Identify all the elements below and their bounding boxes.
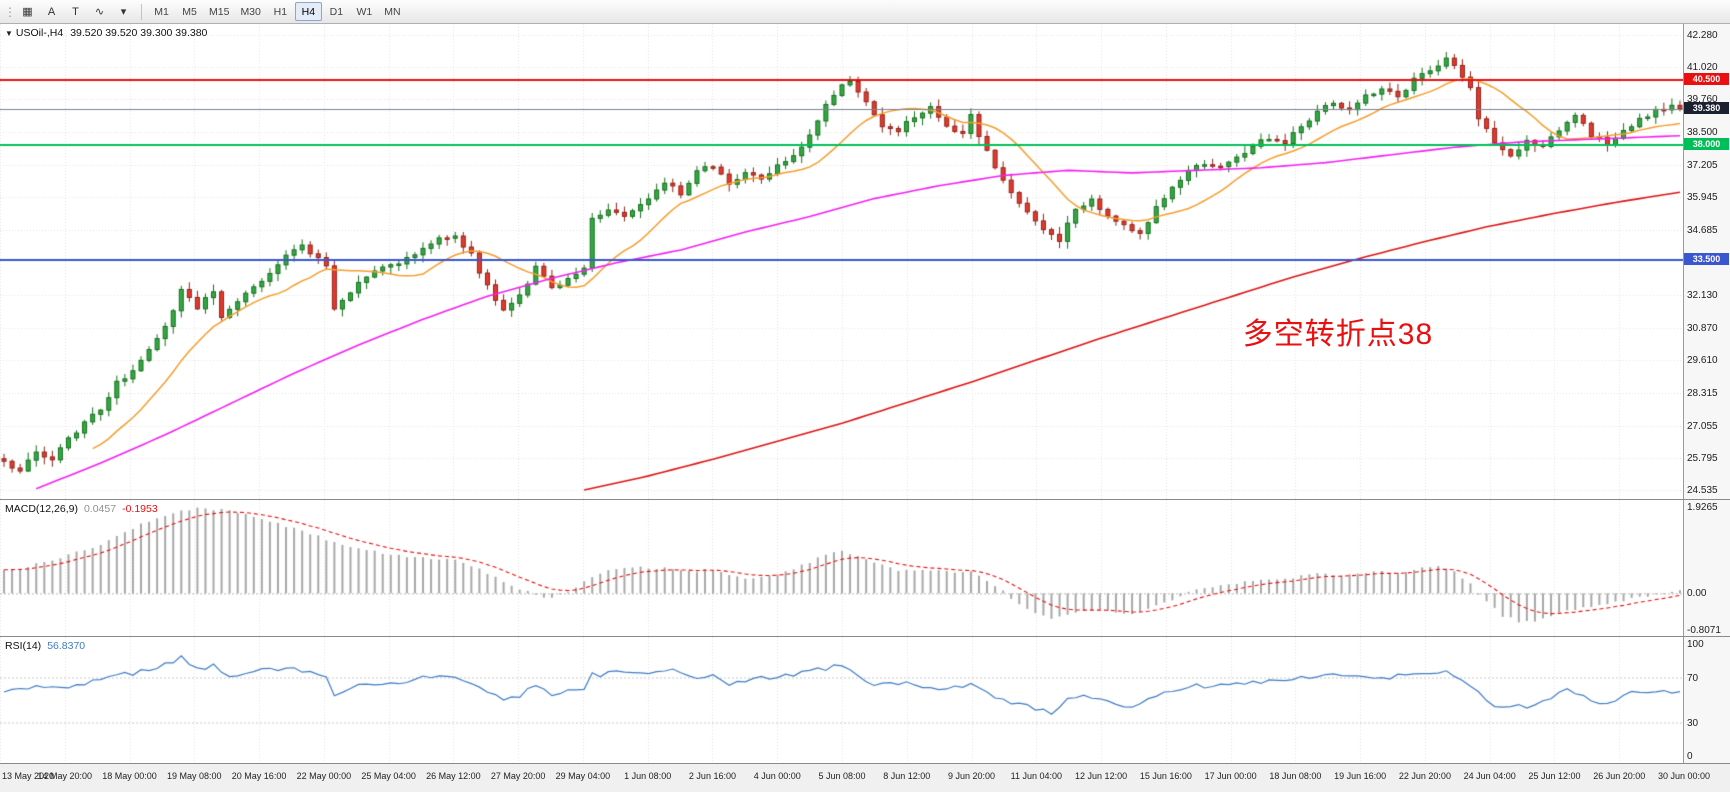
time-axis-label: 14 May 20:00 [37,771,93,781]
price-tick-label: 42.280 [1687,29,1718,41]
price-tick-label: 27.055 [1687,420,1718,432]
hline-price-badge-red: 40.500 [1684,73,1729,86]
timeframe-button-m30[interactable]: M30 [235,2,265,21]
time-axis[interactable]: 13 May 2020 14 May 20:00 18 May 00:00 19 Ma… [0,764,1730,792]
hline-price-badge-green: 38.000 [1684,137,1729,150]
price-tick-label: 32.130 [1687,290,1718,302]
time-axis-label: 27 May 20:00 [490,771,546,781]
time-axis-label: 2 Jun 16:00 [688,771,736,781]
time-axis-label: 30 Jun 00:00 [1657,771,1711,781]
price-tick-label: 28.315 [1687,388,1718,400]
macd-canvas[interactable] [0,500,1684,636]
timeframe-button-h4[interactable]: H4 [294,2,322,21]
time-axis-label: 18 May 00:00 [102,771,157,781]
macd-signal-value: -0.1953 [122,503,158,515]
timeframe-button-d1[interactable]: D1 [323,2,350,21]
time-axis-label: 29 May 04:00 [555,771,611,781]
timeframe-button-h1[interactable]: H1 [267,2,294,21]
time-axis-label: 25 Jun 12:00 [1528,771,1581,781]
time-axis-label: 9 Jun 20:00 [948,771,996,781]
time-axis-label: 8 Jun 12:00 [883,771,931,781]
macd-main-value: 0.0457 [83,503,117,515]
rsi-value: 56.8370 [47,640,86,652]
timeframe-button-mn[interactable]: MN [379,2,406,21]
price-tick-label: 39.760 [1687,94,1718,106]
time-axis-label: 13 May 2020 [2,771,55,781]
macd-label: MACD(12,26,9) [5,503,78,515]
macd-tick-label: 1.9265 [1687,501,1718,513]
price-tick-label: 34.685 [1687,224,1718,236]
macd-pane: 1.9265 0.00 -0.8071 MACD(12,26,9) 0.0457 -0.… [0,500,1730,637]
symbol-caret-icon[interactable]: ▼ [5,29,13,38]
timeframe-button-m5[interactable]: M5 [176,2,203,21]
rsi-tick-label: 100 [1687,638,1704,650]
macd-tick-label: -0.8071 [1687,624,1721,636]
price-chart-canvas[interactable] [0,24,1684,499]
rsi-canvas[interactable] [0,637,1684,763]
time-axis-label: 22 May 00:00 [296,771,352,781]
symbol-ohlc-values: 39.520 39.520 39.300 39.380 [70,27,208,39]
rsi-pane: 100 70 30 0 RSI(14) 56.8370 [0,637,1730,764]
toolbar-icon-group: ▦ A T ∿ ▾ [16,2,135,21]
price-tick-label: 35.945 [1687,192,1718,204]
time-axis-label: 11 Jun 04:00 [1010,771,1062,781]
time-axis-label: 25 May 04:00 [361,771,416,781]
timeframe-button-w1[interactable]: W1 [351,2,378,21]
time-axis-label: 1 Jun 08:00 [624,771,672,781]
time-axis-label: 22 Jun 20:00 [1398,771,1451,781]
timeframe-button-m1[interactable]: M1 [148,2,175,21]
hline-price-badge-blue: 33.500 [1684,253,1729,266]
price-axis[interactable]: 40.500 38.000 33.500 39.380 42.280 41.020… [1683,24,1730,499]
rsi-tick-label: 0 [1687,751,1693,763]
toolbar-separator [141,3,142,20]
chart-annotation-text: 多空转折点38 [1242,318,1434,352]
rsi-tick-label: 30 [1687,717,1699,729]
price-tick-label: 41.020 [1687,62,1718,74]
price-tick-label: 24.535 [1687,485,1718,497]
toolbar-grip[interactable]: ⋮ [4,4,16,19]
timeframe-group: M1 M5 M15 M30 H1 H4 D1 W1 MN [148,2,406,21]
cursor-arrow-button[interactable]: A [40,2,63,21]
rsi-axis[interactable]: 100 70 30 0 [1683,637,1730,763]
indicators-dropdown-button[interactable]: ▾ [112,2,135,21]
macd-info: MACD(12,26,9) 0.0457 -0.1953 [5,503,158,515]
time-axis-label: 26 Jun 20:00 [1593,771,1646,781]
charts-grid-button[interactable]: ▦ [16,2,39,21]
time-axis-label: 20 May 16:00 [231,771,287,781]
text-tool-button[interactable]: T [64,2,87,21]
time-axis-label: 24 Jun 04:00 [1463,771,1516,781]
time-axis-label: 19 May 08:00 [167,771,222,781]
price-tick-label: 38.500 [1687,126,1718,138]
time-axis-label: 15 Jun 16:00 [1139,771,1192,781]
rsi-tick-label: 70 [1687,672,1699,684]
rsi-label: RSI(14) [5,640,42,652]
bid-price-badge: 39.380 [1684,102,1729,115]
symbol-info: ▼ USOil-,H4 39.520 39.520 39.300 39.380 [5,27,207,39]
indicators-button[interactable]: ∿ [88,2,111,21]
macd-axis[interactable]: 1.9265 0.00 -0.8071 [1683,500,1730,636]
time-axis-label: 12 Jun 12:00 [1075,771,1128,781]
timeframe-button-m15[interactable]: M15 [204,2,234,21]
time-axis-label: 26 May 12:00 [426,771,481,781]
price-tick-label: 37.205 [1687,160,1718,172]
time-axis-label: 4 Jun 00:00 [753,771,801,781]
price-tick-label: 30.870 [1687,322,1718,334]
main-chart-pane: 40.500 38.000 33.500 39.380 42.280 41.020… [0,24,1730,500]
time-axis-label: 18 Jun 08:00 [1269,771,1322,781]
price-tick-label: 25.795 [1687,453,1718,465]
rsi-info: RSI(14) 56.8370 [5,640,85,652]
time-axis-label: 17 Jun 00:00 [1204,771,1257,781]
price-tick-label: 29.610 [1687,355,1718,367]
time-axis-label: 5 Jun 08:00 [818,771,866,781]
time-axis-label: 19 Jun 16:00 [1334,771,1387,781]
symbol-name: USOil-,H4 [15,27,64,39]
toolbar: ⋮ ▦ A T ∿ ▾ M1 M5 M15 M30 H1 H4 D1 W1 MN [0,0,1730,24]
macd-tick-label: 0.00 [1687,588,1707,600]
